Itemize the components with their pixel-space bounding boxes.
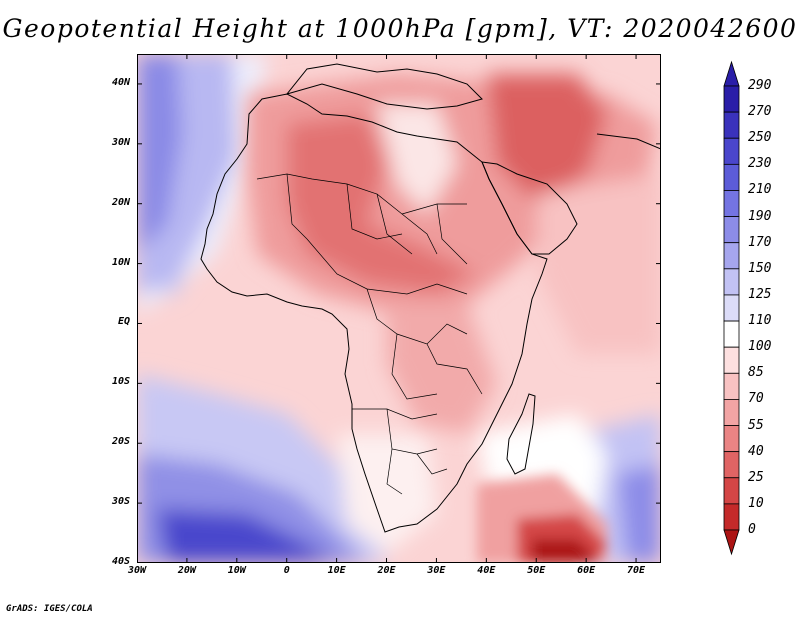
x-tick-label: 60E (577, 565, 596, 576)
colorbar-box (723, 242, 740, 270)
colorbar-label: 10 (748, 495, 764, 511)
x-tick-label: 0 (283, 565, 290, 576)
colorbar-label: 25 (748, 469, 764, 485)
x-tick-label: 70E (627, 565, 646, 576)
field-atlantic-white-band (137, 54, 267, 314)
colorbar-top-arrow (723, 60, 740, 87)
borders-central-africa (306, 238, 483, 400)
borders-north-africa (256, 173, 468, 265)
colorbar-boxes (723, 60, 740, 556)
colorbar-label: 190 (748, 208, 772, 224)
colorbar-label: 150 (748, 260, 772, 276)
y-tick-label: 20S (111, 436, 130, 448)
colorbar-box (723, 85, 740, 113)
y-tick-label: 20N (111, 196, 130, 208)
colorbar-box (723, 190, 740, 217)
colorbar-bottom-arrow (723, 529, 740, 556)
colorbar-box (723, 294, 740, 322)
tick-marks (137, 54, 661, 563)
arabia-coastline (481, 161, 578, 255)
x-tick-label: 30W (127, 565, 147, 576)
credit-text: GrADS: IGES/COLA (6, 604, 93, 614)
madagascar-coastline (506, 393, 536, 475)
colorbar-box (723, 163, 740, 191)
x-tick-label: 30E (427, 565, 446, 576)
borders-southern-africa (352, 408, 448, 495)
colorbar-box (723, 320, 740, 348)
field-atlantic-north-inner (137, 54, 182, 254)
chart-title: Geopotential Height at 1000hPa [gpm], VT… (2, 14, 798, 43)
field-sahara-core (287, 114, 477, 294)
x-tick-label: 50E (527, 565, 546, 576)
colorbar-label: 55 (748, 417, 764, 433)
field-south-indian-blue-inner (617, 464, 661, 563)
y-tick-label: 40N (111, 76, 130, 88)
field-arabian-sea (537, 174, 661, 354)
y-tick-label: 10N (111, 256, 130, 268)
africa-coastline (200, 93, 548, 533)
y-tick-label: 40S (111, 556, 130, 567)
colorbar-box (723, 216, 740, 244)
colorbar-box (723, 111, 740, 139)
colorbar-box (723, 137, 740, 165)
colorbar-label: 100 (748, 339, 772, 355)
mediterranean-coastline (285, 63, 483, 110)
colorbar-label: 290 (748, 78, 772, 93)
colorbar-box (723, 425, 740, 453)
colorbar-box (723, 451, 740, 479)
colorbar-label: 250 (748, 130, 772, 146)
colorbar-label: 0 (748, 522, 756, 537)
colorbar-box (723, 372, 740, 400)
colorbar-label: 170 (748, 234, 772, 250)
x-tick-label: 10E (327, 565, 346, 576)
y-tick-label: EQ (117, 316, 130, 328)
map-frame (137, 54, 661, 563)
colorbar-label: 85 (748, 365, 764, 381)
colorbar-box (723, 477, 740, 505)
colorbar-label: 70 (748, 391, 764, 407)
map-canvas (137, 54, 661, 563)
x-tick-label: 20E (377, 565, 396, 576)
y-tick-label: 30S (111, 496, 130, 508)
colorbar-box (723, 399, 740, 426)
colorbar-label: 210 (748, 182, 772, 198)
colorbar-label: 110 (748, 313, 772, 329)
colorbar-box (723, 268, 740, 296)
india-coastline (596, 133, 661, 150)
x-tick-label: 40E (477, 565, 496, 576)
x-tick-label: 10W (227, 565, 246, 576)
colorbar-box (723, 503, 740, 531)
y-tick-label: 10S (111, 376, 130, 388)
colorbar-box (723, 346, 740, 374)
colorbar-label: 230 (748, 156, 772, 172)
map-panel: 40N 30N 20N 10N EQ 10S 20S 30S 40S 30W 20W 10W 0 10E… (112, 54, 661, 576)
field-mideast-core (487, 74, 607, 204)
colorbar-label: 125 (748, 286, 772, 302)
field-east-africa (387, 304, 497, 434)
colorbar-label: 40 (748, 443, 764, 459)
field-south-atlantic-deep (157, 509, 337, 563)
x-tick-label: 20W (177, 565, 196, 576)
y-tick-label: 30N (111, 136, 130, 148)
field-madagascar-high-core (532, 539, 597, 563)
colorbar-label: 270 (748, 104, 772, 120)
